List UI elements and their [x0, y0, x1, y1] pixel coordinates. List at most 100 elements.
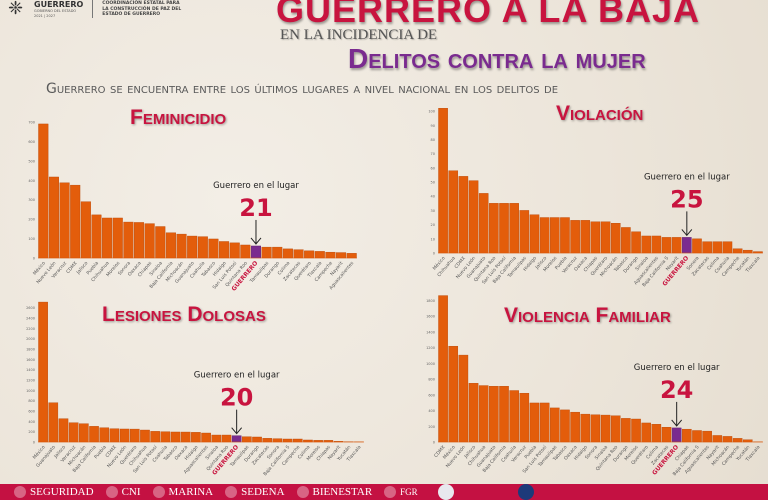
bar — [621, 418, 631, 443]
bar — [600, 221, 611, 254]
bar — [661, 426, 672, 443]
seal-icon — [14, 486, 26, 498]
y-tick-label: 2200 — [26, 327, 35, 331]
logo-sub: GOBIERNO DEL ESTADO — [34, 9, 77, 13]
bar — [550, 217, 560, 254]
bar — [293, 249, 304, 259]
bar — [722, 241, 733, 254]
bar — [509, 203, 519, 254]
bar — [560, 409, 570, 443]
footer-bar: SEGURIDAD CNI MARINA SEDENA BIENESTAR FG… — [0, 484, 768, 500]
bar — [180, 431, 191, 443]
y-tick-label: 1600 — [26, 358, 35, 362]
bar — [631, 231, 641, 254]
bar — [499, 386, 509, 443]
footer-label: FGR — [400, 487, 418, 497]
y-tick-label: 200 — [28, 430, 35, 434]
bar — [155, 226, 166, 259]
bar — [580, 220, 591, 254]
bar — [160, 431, 171, 443]
bar — [314, 251, 325, 259]
bar — [468, 180, 479, 254]
y-tick-label: 0 — [433, 252, 435, 256]
police-badge-icon — [517, 484, 534, 500]
bar — [272, 246, 283, 259]
seal-icon — [296, 486, 309, 498]
bar — [242, 436, 252, 443]
bar — [38, 123, 49, 259]
y-tick-label: 200 — [28, 218, 35, 222]
y-tick-label: 1400 — [26, 368, 35, 372]
bar — [478, 385, 489, 443]
y-tick-label: 600 — [428, 393, 435, 397]
y-tick-label: 0 — [33, 441, 35, 445]
violencia-familiar-chart: 020040060080010001200140016001800CDMXMéx… — [426, 295, 763, 477]
main-title: GUERRERO A LA BAJA — [276, 0, 701, 30]
bar — [252, 436, 262, 443]
bar — [438, 108, 448, 254]
y-tick-label: 100 — [28, 237, 35, 241]
bar — [448, 170, 459, 254]
bar — [123, 221, 134, 259]
bar — [702, 241, 712, 254]
bar — [529, 402, 540, 443]
bar-guerrero — [671, 427, 682, 443]
bar — [336, 252, 347, 259]
bar — [550, 407, 560, 443]
bar — [208, 238, 219, 259]
bar — [211, 434, 222, 443]
y-tick-label: 800 — [28, 399, 35, 403]
y-tick-label: 70 — [431, 152, 435, 156]
y-tick-label: 1200 — [426, 346, 435, 350]
annotation-label: Guerrero en el lugar — [213, 181, 299, 191]
bar — [692, 430, 702, 443]
bar — [150, 431, 160, 443]
y-tick-label: 700 — [28, 121, 35, 125]
bar — [580, 413, 591, 443]
bar — [529, 214, 540, 254]
bar — [732, 248, 743, 254]
y-tick-label: 60 — [431, 166, 435, 170]
bar — [489, 386, 499, 443]
bar — [59, 182, 70, 259]
bar — [651, 424, 662, 443]
bar — [262, 438, 273, 443]
bar-guerrero — [250, 245, 262, 259]
rank-number: 24 — [660, 376, 693, 404]
bar — [509, 390, 519, 443]
y-tick-label: 0 — [433, 441, 435, 445]
bar — [89, 426, 99, 443]
footer-label: SEGURIDAD — [30, 486, 94, 498]
footer-cni: CNI — [105, 485, 141, 499]
tree-emblem-icon: ❈ — [8, 0, 24, 19]
bar — [438, 295, 448, 443]
arrow-head-icon — [681, 229, 693, 237]
bar — [68, 422, 79, 443]
bar — [722, 436, 733, 443]
bar-guerrero — [682, 237, 692, 254]
bar — [129, 428, 140, 443]
bar — [519, 392, 530, 443]
bar — [732, 438, 743, 443]
footer-label: BIENESTAR — [312, 486, 373, 498]
bar — [712, 241, 723, 254]
bar — [692, 238, 702, 254]
y-tick-label: 200 — [428, 425, 435, 429]
bar — [119, 428, 130, 443]
chart-title-violencia: Violencia Familiar — [504, 304, 671, 327]
bar — [102, 217, 113, 259]
bar — [303, 439, 313, 443]
bar — [187, 235, 198, 259]
y-tick-label: 20 — [431, 223, 435, 227]
y-tick-label: 100 — [428, 110, 435, 114]
logo-years: 2021 | 2027 — [34, 14, 56, 18]
bar — [621, 227, 631, 254]
seal-icon — [105, 486, 118, 498]
bar — [671, 237, 682, 254]
rank-number: 25 — [670, 185, 703, 213]
bar — [282, 248, 293, 259]
bar — [38, 301, 48, 443]
bar — [48, 176, 59, 259]
bar — [144, 223, 155, 259]
secretaria-logo-icon — [466, 484, 506, 500]
